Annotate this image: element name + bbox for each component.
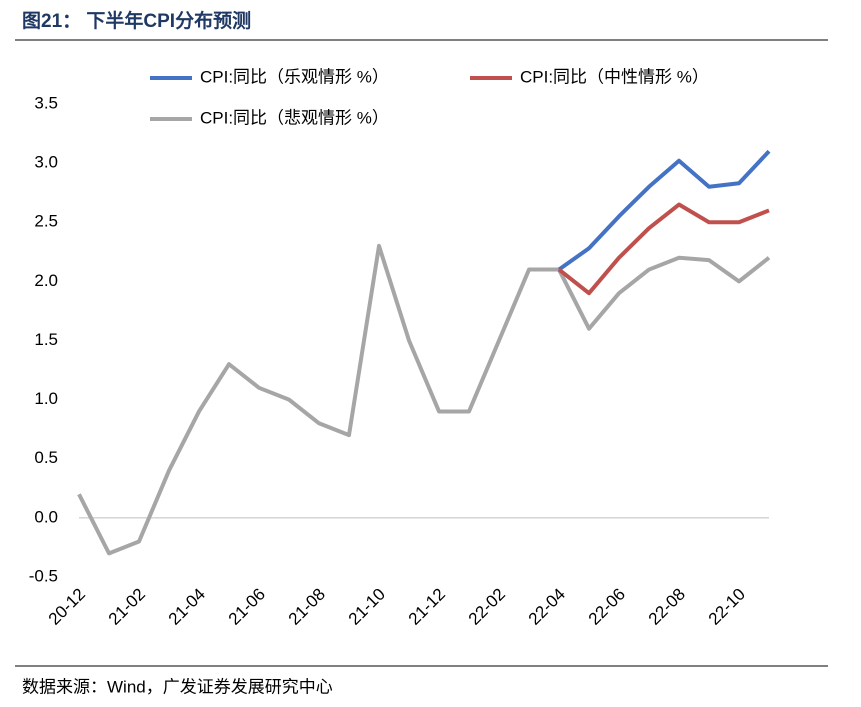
x-tick-label: 21-04: [165, 585, 209, 629]
y-tick-label: 1.0: [34, 389, 58, 408]
x-tick-label: 22-10: [705, 585, 749, 629]
x-tick-label: 21-12: [405, 585, 449, 629]
legend-label: CPI:同比（乐观情形 %）: [200, 67, 389, 86]
y-tick-label: 0.0: [34, 507, 58, 526]
y-tick-label: -0.5: [29, 566, 58, 585]
y-tick-label: 3.0: [34, 153, 58, 172]
y-tick-label: 2.5: [34, 212, 58, 231]
figure-title: 图21： 下半年CPI分布预测: [22, 9, 251, 32]
x-tick-label: 22-08: [645, 585, 689, 629]
y-tick-label: 3.5: [34, 93, 58, 112]
x-tick-label: 21-08: [285, 585, 329, 629]
x-tick-label: 21-10: [345, 585, 389, 629]
source-note: 数据来源：Wind，广发证券发展研究中心: [22, 677, 333, 696]
x-tick-label: 22-04: [525, 585, 569, 629]
series-line: [77, 243, 771, 556]
series-line: [557, 202, 770, 296]
y-tick-label: 2.0: [34, 271, 58, 290]
y-tick-label: 0.5: [34, 448, 58, 467]
y-tick-label: 1.5: [34, 330, 58, 349]
x-tick-label: 20-12: [45, 585, 89, 629]
legend-label: CPI:同比（中性情形 %）: [520, 67, 709, 86]
x-tick-label: 22-06: [585, 585, 629, 629]
series-line: [557, 149, 771, 272]
x-tick-label: 22-02: [465, 585, 509, 629]
legend-label: CPI:同比（悲观情形 %）: [200, 108, 389, 127]
x-tick-label: 21-06: [225, 585, 269, 629]
x-tick-label: 21-02: [105, 585, 149, 629]
